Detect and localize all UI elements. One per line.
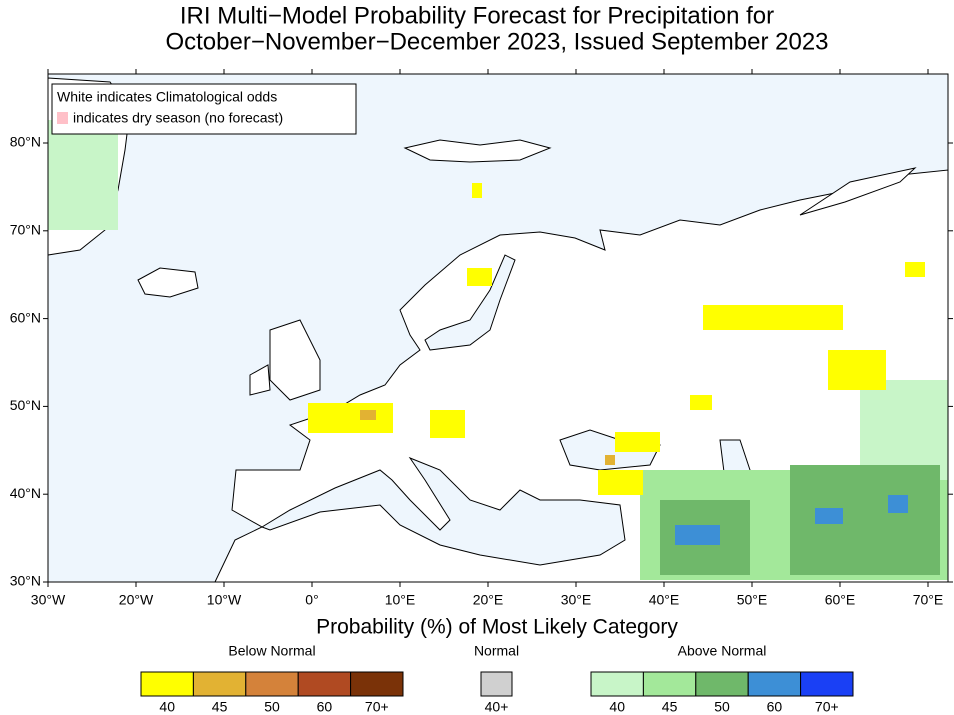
notice: White indicates Climatological odds indi… <box>51 83 357 135</box>
map-frame <box>47 73 949 583</box>
title-line: October−November−December 2023, Issued S… <box>165 28 828 55</box>
swatch-label: 70+ <box>815 699 839 715</box>
ticks: 30°W 20°W 10°W 0° 10°E 20°E 30°E 40°E 50°E 60°E 70… <box>10 69 953 608</box>
title-line: IRI Multi−Model Probability Forecast for… <box>180 2 774 29</box>
color-swatch <box>480 671 513 697</box>
color-swatch <box>192 671 247 697</box>
x-tick-label: 60°E <box>825 592 856 608</box>
swatch-label: 60 <box>317 699 333 715</box>
x-tick-label: 70°E <box>913 592 944 608</box>
x-tick-label: 20°W <box>119 592 154 608</box>
x-tick-label: 10°E <box>385 592 416 608</box>
swatch-label: 45 <box>212 699 228 715</box>
colorbar: Below Normal 40 45 50 60 70+ Normal 40+ Above No… <box>140 643 854 715</box>
group-label: Normal <box>474 643 519 659</box>
patch <box>905 262 925 277</box>
mediterranean <box>260 456 626 566</box>
patch <box>615 432 660 452</box>
color-swatch <box>350 671 404 697</box>
y-tick-label: 70°N <box>10 222 41 238</box>
group-label: Above Normal <box>678 643 767 659</box>
patch <box>675 525 720 545</box>
patch <box>467 268 492 286</box>
x-tick-label: 0° <box>305 592 318 608</box>
swatch-label: 40 <box>159 699 175 715</box>
patch <box>598 470 643 495</box>
patch <box>860 380 948 480</box>
notice-text: indicates dry season (no forecast) <box>73 110 283 126</box>
patch <box>815 508 843 524</box>
colorbar-title: Probability (%) of Most Likely Category <box>316 616 678 639</box>
y-tick-label: 40°N <box>10 485 41 501</box>
y-tick-label: 50°N <box>10 397 41 413</box>
swatch-label: 50 <box>264 699 280 715</box>
color-swatch <box>245 671 299 697</box>
patch <box>888 495 908 513</box>
color-swatch <box>642 671 697 697</box>
great-britain <box>269 319 321 401</box>
patch <box>430 410 465 438</box>
x-tick-label: 30°E <box>561 592 592 608</box>
dry-swatch <box>57 112 68 124</box>
patch <box>360 410 376 420</box>
patch <box>703 305 843 330</box>
patch <box>472 183 482 198</box>
swatch-label: 45 <box>662 699 678 715</box>
swatch-label: 50 <box>714 699 730 715</box>
x-tick-label: 40°E <box>649 592 680 608</box>
y-tick-label: 60°N <box>10 309 41 325</box>
patch <box>308 403 393 433</box>
svalbard <box>403 139 552 163</box>
color-swatch <box>590 671 644 697</box>
map: 30°W 20°W 10°W 0° 10°E 20°E 30°E 40°E 50°E 60°E 70… <box>10 69 953 608</box>
y-tick-label: 30°N <box>10 573 41 589</box>
novaya-zemlya <box>799 167 917 216</box>
black-sea <box>559 429 661 471</box>
swatch-label: 40+ <box>485 699 509 715</box>
patch <box>690 395 712 410</box>
forecast-patches <box>308 183 948 580</box>
patch <box>48 120 118 230</box>
x-tick-label: 10°W <box>207 592 242 608</box>
group-label: Below Normal <box>228 643 315 659</box>
patch <box>790 465 940 575</box>
x-tick-label: 20°E <box>473 592 504 608</box>
color-swatch <box>800 671 854 697</box>
color-swatch <box>297 671 352 697</box>
x-tick-label: 50°E <box>737 592 768 608</box>
patch <box>828 350 886 390</box>
y-tick-label: 80°N <box>10 134 41 150</box>
swatch-label: 40 <box>609 699 625 715</box>
color-swatch <box>747 671 802 697</box>
notice-text: White indicates Climatological odds <box>57 89 277 105</box>
patch <box>605 455 615 465</box>
ireland <box>249 364 271 396</box>
x-tick-label: 30°W <box>31 592 66 608</box>
iceland <box>137 267 199 298</box>
swatch-label: 60 <box>767 699 783 715</box>
baltic <box>424 254 516 351</box>
swatch-label: 70+ <box>365 699 389 715</box>
color-swatch <box>695 671 749 697</box>
notice-box <box>51 83 357 135</box>
color-swatch <box>140 671 194 697</box>
